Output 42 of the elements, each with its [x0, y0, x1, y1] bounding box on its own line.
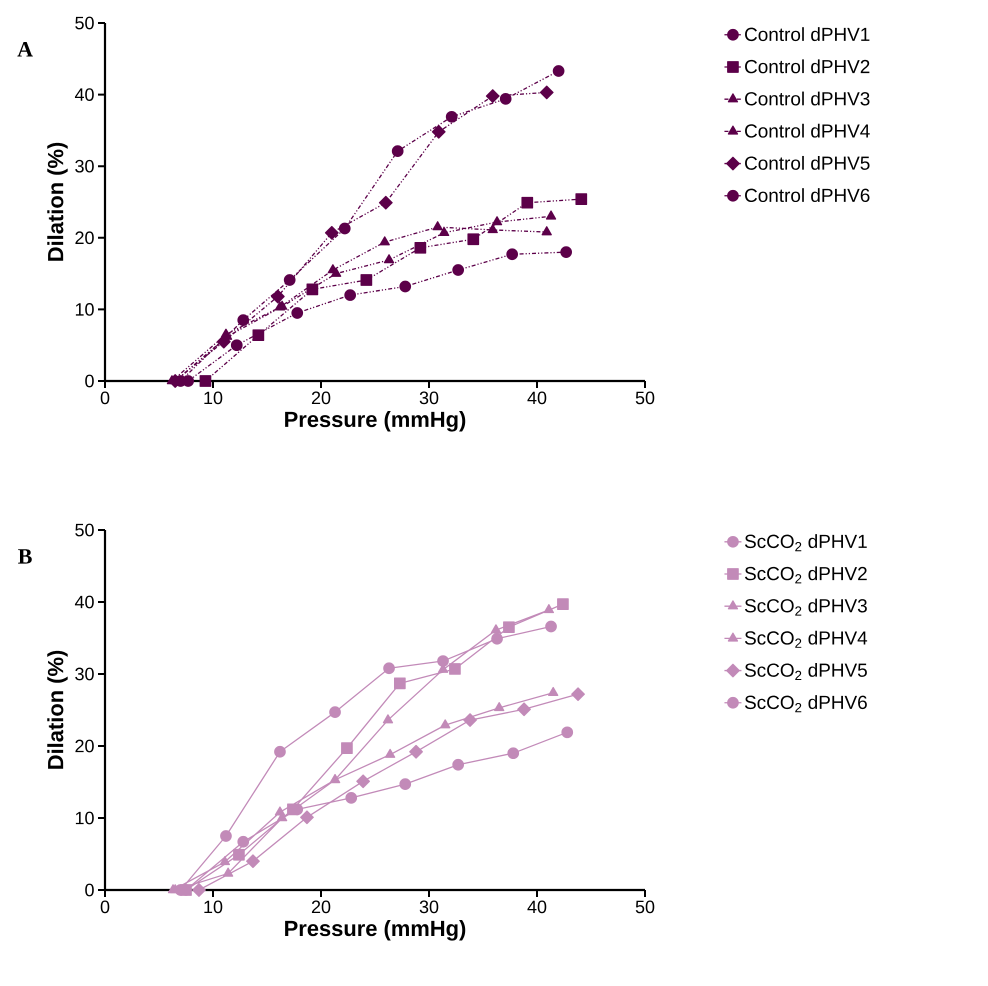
y-tick-label: 10 — [76, 303, 94, 316]
y-tick-label: 50 — [75, 16, 94, 30]
y-tick-label: 30 — [75, 668, 94, 680]
y-tick-label: 20 — [75, 231, 94, 244]
x-tick-label: 20 — [312, 392, 330, 404]
y-tick-label: 0 — [85, 884, 94, 896]
x-tick-label: 40 — [527, 900, 546, 914]
legend-label: ScCO$_{2}$ dPHV3 — [744, 598, 867, 616]
x-tick-label: 50 — [636, 900, 654, 914]
x-tick-label: 10 — [204, 900, 222, 914]
legend-label: Control dPHV6 — [745, 188, 870, 202]
x-tick-label: 0 — [100, 900, 110, 914]
legend-label: ScCO$_{2}$ dPHV1 — [744, 534, 867, 552]
x-tick-label: 50 — [636, 392, 654, 404]
legend-label: Control dPHV2 — [745, 59, 870, 74]
y-tick-label: 30 — [75, 160, 94, 173]
legend-label: Control dPHV4 — [745, 124, 870, 138]
x-axis-title: Pressure (mmHg) — [285, 920, 466, 941]
legend-label: ScCO$_{2}$ dPHV6 — [744, 695, 867, 712]
x-tick-label: 10 — [204, 392, 222, 404]
x-tick-label: 20 — [312, 900, 330, 914]
text: A — [17, 42, 33, 56]
x-tick-label: 40 — [527, 392, 546, 404]
legend-label: ScCO$_{2}$ dPHV4 — [744, 630, 868, 648]
y-tick-label: 40 — [74, 88, 94, 101]
legend-label: Control dPHV1 — [745, 27, 870, 42]
legend-label: Control dPHV5 — [745, 156, 870, 170]
y-tick-label: 50 — [75, 524, 94, 536]
y-tick-label: 20 — [75, 740, 94, 752]
y-tick-label: 10 — [76, 812, 94, 824]
legend-label: Control dPHV3 — [745, 92, 870, 106]
legend-label: ScCO$_{2}$ dPHV2 — [744, 566, 867, 584]
y-axis-title: Dilation (%) — [47, 650, 68, 769]
x-tick-label: 30 — [420, 900, 438, 914]
x-axis-title: Pressure (mmHg) — [285, 411, 466, 432]
y-tick-label: 0 — [85, 374, 94, 388]
text: B — [18, 549, 32, 564]
y-axis-title: Dilation (%) — [47, 142, 68, 261]
legend-label: ScCO$_{2}$ dPHV5 — [744, 662, 867, 680]
x-tick-label: 0 — [100, 392, 110, 404]
x-tick-label: 30 — [420, 392, 438, 404]
y-tick-label: 40 — [74, 596, 94, 608]
